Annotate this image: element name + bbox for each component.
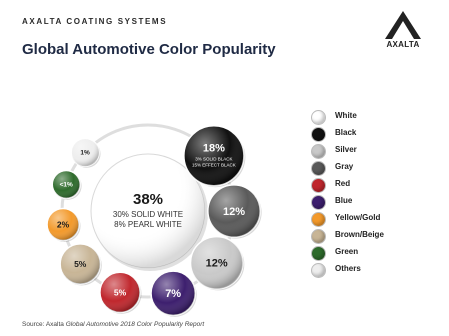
legend-swatch-blue [311,195,326,210]
bubble-label-brown-beige: 5% [74,259,87,269]
bubble-label-blue: 7% [165,288,181,300]
legend-label-white: White [335,111,357,120]
bubble-sub-label-black: 3% SOLID BLACK [195,157,232,162]
bubble-shade-green [52,170,81,199]
legend-label-silver: Silver [335,145,357,154]
bubble-shade-blue [151,271,196,316]
bubble-label-gray: 12% [223,206,245,218]
source-prefix: Source: Axalta [22,321,66,328]
bubble-label-green: <1% [60,182,73,189]
legend-swatch-brown-beige [311,229,326,244]
legend-label-black: Black [335,128,357,137]
legend-label-green: Green [335,247,359,256]
brand-name: AXALTA COATING SYSTEMS [22,17,168,26]
legend-label-blue: Blue [335,196,353,205]
bubble-shade-black [183,125,244,186]
bubble-label-yellow-gold: 2% [57,219,70,229]
center-sub-label: 30% SOLID WHITE [113,210,183,219]
bubble-label-silver: 12% [206,258,228,270]
bubble-shade-red [99,272,141,313]
bubble-shade-others [71,138,100,167]
legend-swatch-yellow-gold [311,212,326,227]
legend-label-gray: Gray [335,162,354,171]
legend-swatch-red [311,178,326,193]
center-value-label: 38% [133,191,163,208]
legend-label-brown-beige: Brown/Beige [335,230,384,239]
legend-swatch-white [311,110,326,125]
bubble-shade-brown-beige [60,243,101,285]
source-report-title: Global Automotive 2018 Color Popularity … [65,321,205,328]
legend-swatch-others [311,263,326,278]
legend-swatch-green [311,246,326,261]
center-sub-label: 8% PEARL WHITE [114,220,182,229]
legend-label-yellow-gold: Yellow/Gold [335,213,381,222]
source-note: Source: Axalta Global Automotive 2018 Co… [22,321,204,328]
legend-label-red: Red [335,179,351,188]
legend-swatch-black [311,127,326,142]
chart-title: Global Automotive Color Popularity [22,41,276,58]
bubble-sub-label-black: 15% EFFECT BLACK [192,163,236,168]
legend-swatch-gray [311,161,326,176]
legend-swatch-silver [311,144,326,159]
center-bubble-shade [91,154,205,268]
bubble-label-others: 1% [80,150,90,157]
legend-label-others: Others [335,264,361,273]
bubble-shade-yellow-gold [47,208,80,241]
logo-text: AXALTA [386,40,420,49]
axalta-logo-icon [385,11,421,39]
bubble-shade-gray [207,184,261,238]
bubble-label-red: 5% [114,287,127,297]
bubble-shade-silver [190,236,243,289]
bubble-label-black: 18% [203,143,225,155]
